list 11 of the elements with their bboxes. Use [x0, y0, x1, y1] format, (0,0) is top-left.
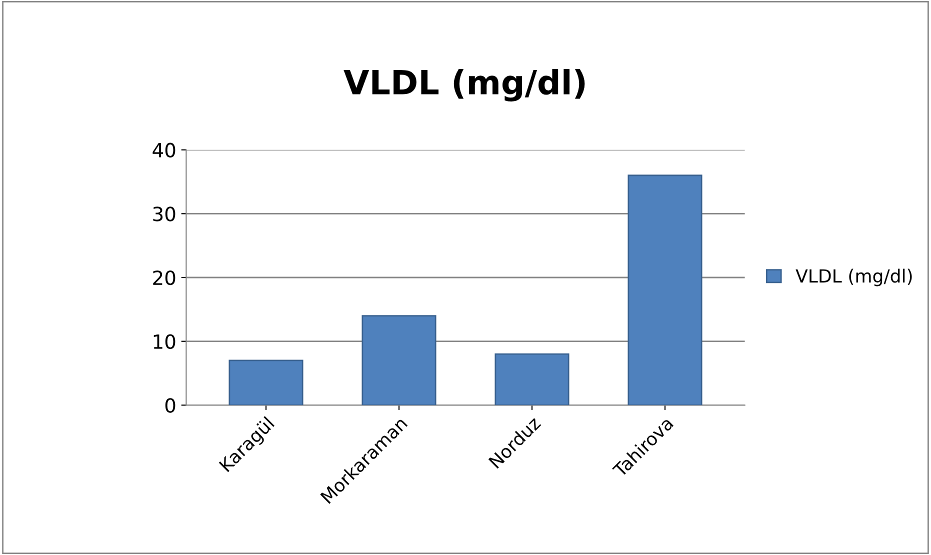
legend-label: VLDL (mg/dl): [796, 268, 912, 286]
chart-title: VLDL (mg/dl): [344, 68, 585, 102]
bar: [628, 174, 702, 406]
y-tick-label: 40: [152, 142, 176, 158]
y-tick-label: 20: [153, 270, 176, 286]
y-tick-label: 10: [154, 334, 176, 349]
y-tick-label: 0: [165, 398, 176, 413]
bar: [362, 315, 436, 406]
bar: [494, 353, 570, 406]
bar: [228, 360, 304, 406]
y-tick-label: 30: [153, 206, 176, 222]
